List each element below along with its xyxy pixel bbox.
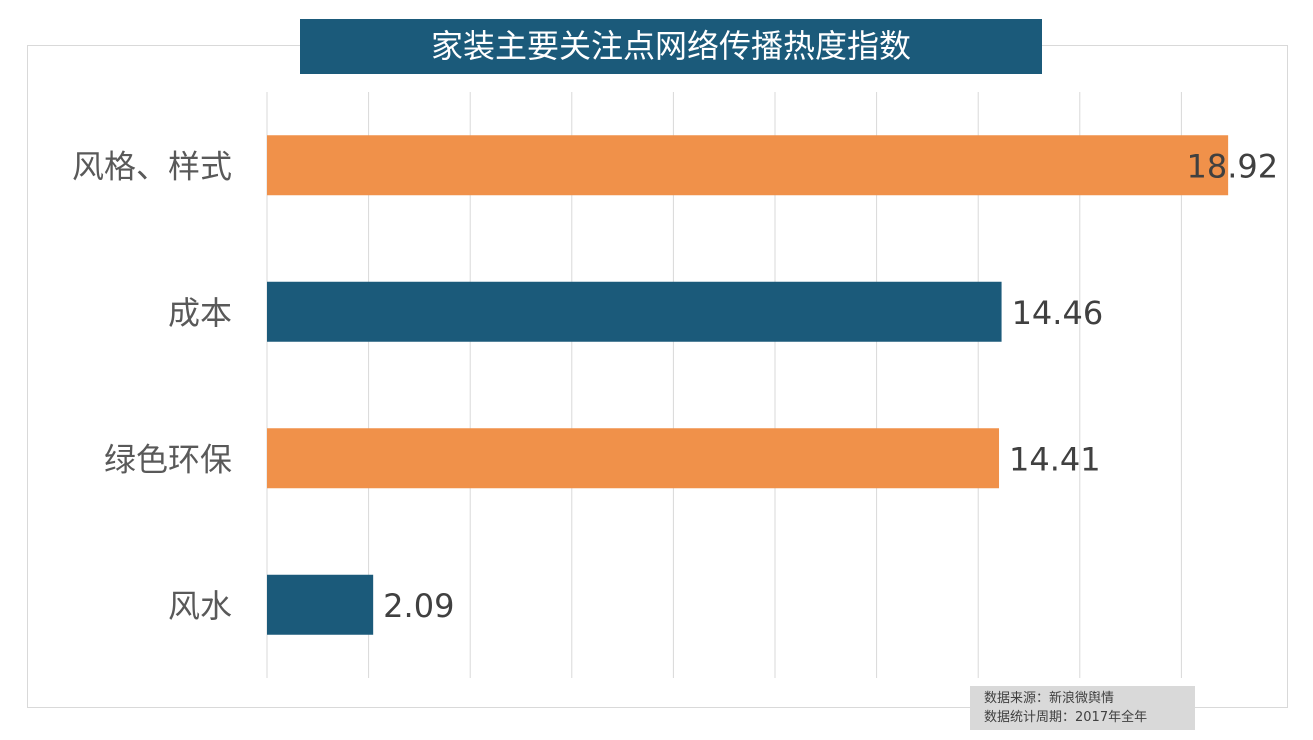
bar — [267, 281, 1002, 342]
data-label: 18.92 — [1187, 147, 1279, 185]
source-note: 数据来源：新浪微舆情 数据统计周期：2017年全年 — [970, 686, 1195, 730]
source-line: 数据来源：新浪微舆情 — [984, 691, 1115, 706]
category-label: 绿色环保 — [104, 440, 232, 478]
data-label: 2.09 — [383, 587, 454, 625]
category-label: 风水 — [168, 587, 232, 625]
bar — [267, 428, 1000, 489]
chart-title: 家装主要关注点网络传播热度指数 — [300, 19, 1042, 74]
period-line: 数据统计周期：2017年全年 — [984, 710, 1148, 725]
bar — [267, 135, 1229, 196]
category-label: 成本 — [168, 294, 232, 332]
data-label: 14.46 — [1012, 294, 1104, 332]
category-label: 风格、样式 — [72, 147, 232, 185]
bar — [267, 574, 374, 635]
data-label: 14.41 — [1009, 440, 1101, 478]
